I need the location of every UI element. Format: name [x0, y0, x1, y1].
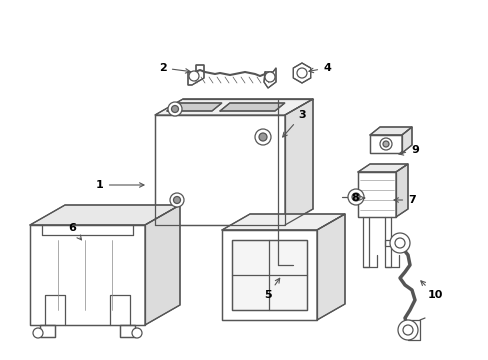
Circle shape	[254, 129, 270, 145]
Circle shape	[296, 68, 306, 78]
Polygon shape	[395, 164, 407, 217]
Polygon shape	[222, 230, 316, 320]
Text: 4: 4	[308, 63, 330, 73]
Circle shape	[397, 320, 417, 340]
Circle shape	[382, 141, 388, 147]
Polygon shape	[155, 115, 285, 225]
Circle shape	[173, 197, 180, 203]
Polygon shape	[120, 325, 135, 337]
Polygon shape	[145, 205, 180, 325]
Polygon shape	[316, 214, 345, 320]
Circle shape	[168, 102, 182, 116]
Polygon shape	[167, 103, 222, 111]
Polygon shape	[155, 99, 312, 115]
Circle shape	[264, 72, 274, 82]
Text: 8: 8	[350, 193, 364, 203]
Circle shape	[351, 193, 359, 201]
Polygon shape	[187, 65, 203, 85]
Text: 5: 5	[264, 278, 279, 300]
Polygon shape	[40, 325, 55, 337]
Circle shape	[33, 328, 43, 338]
Text: 10: 10	[420, 281, 442, 300]
Text: 1: 1	[96, 180, 143, 190]
Circle shape	[171, 105, 178, 112]
Polygon shape	[401, 127, 411, 153]
Text: 9: 9	[398, 145, 418, 155]
Text: 7: 7	[393, 195, 415, 205]
Polygon shape	[264, 68, 275, 88]
Polygon shape	[220, 103, 284, 111]
Polygon shape	[231, 240, 306, 310]
Circle shape	[189, 71, 199, 81]
Circle shape	[170, 193, 183, 207]
Polygon shape	[357, 164, 407, 172]
Polygon shape	[222, 214, 345, 230]
Text: 3: 3	[282, 110, 305, 137]
Circle shape	[402, 325, 412, 335]
Polygon shape	[293, 63, 310, 83]
Circle shape	[394, 238, 404, 248]
Polygon shape	[369, 127, 411, 135]
Circle shape	[347, 189, 363, 205]
Text: 6: 6	[68, 223, 81, 240]
Polygon shape	[30, 205, 180, 225]
Circle shape	[389, 233, 409, 253]
Circle shape	[379, 138, 391, 150]
Text: 2: 2	[159, 63, 190, 73]
Circle shape	[259, 133, 266, 141]
Polygon shape	[30, 225, 145, 325]
Polygon shape	[285, 99, 312, 225]
Polygon shape	[357, 172, 395, 217]
Circle shape	[132, 328, 142, 338]
Polygon shape	[369, 135, 401, 153]
